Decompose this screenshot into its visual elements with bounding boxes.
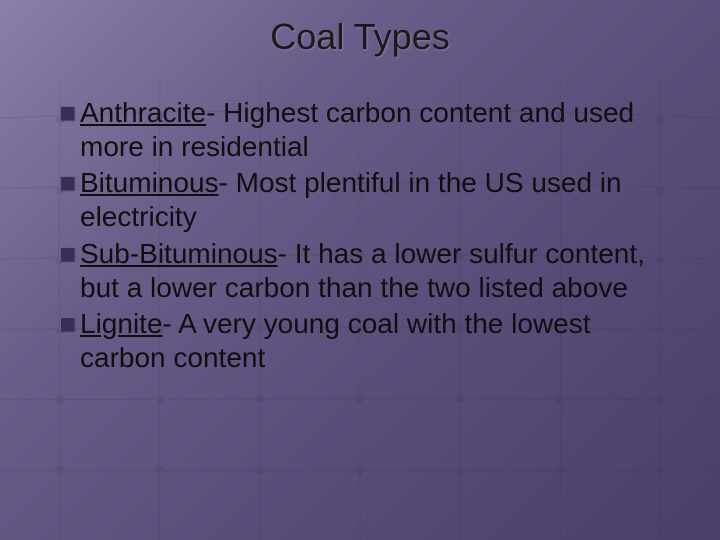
term: Anthracite	[80, 97, 206, 128]
bullet-icon	[60, 247, 74, 261]
slide: Coal Types Anthracite- Highest carbon co…	[0, 0, 720, 540]
list-item: Anthracite- Highest carbon content and u…	[60, 96, 670, 164]
list-item: Lignite- A very young coal with the lowe…	[60, 307, 670, 375]
slide-title: Coal Types	[0, 16, 720, 58]
list-item: Sub-Bituminous- It has a lower sulfur co…	[60, 237, 670, 305]
bullet-icon	[60, 106, 74, 120]
content-list: Anthracite- Highest carbon content and u…	[60, 96, 670, 377]
term: Bituminous	[80, 167, 219, 198]
bullet-icon	[60, 317, 74, 331]
bullet-icon	[60, 176, 74, 190]
item-text: Sub-Bituminous- It has a lower sulfur co…	[80, 237, 670, 305]
term: Lignite	[80, 308, 163, 339]
item-text: Bituminous- Most plentiful in the US use…	[80, 166, 670, 234]
item-text: Anthracite- Highest carbon content and u…	[80, 96, 670, 164]
list-item: Bituminous- Most plentiful in the US use…	[60, 166, 670, 234]
item-text: Lignite- A very young coal with the lowe…	[80, 307, 670, 375]
term: Sub-Bituminous	[80, 238, 278, 269]
